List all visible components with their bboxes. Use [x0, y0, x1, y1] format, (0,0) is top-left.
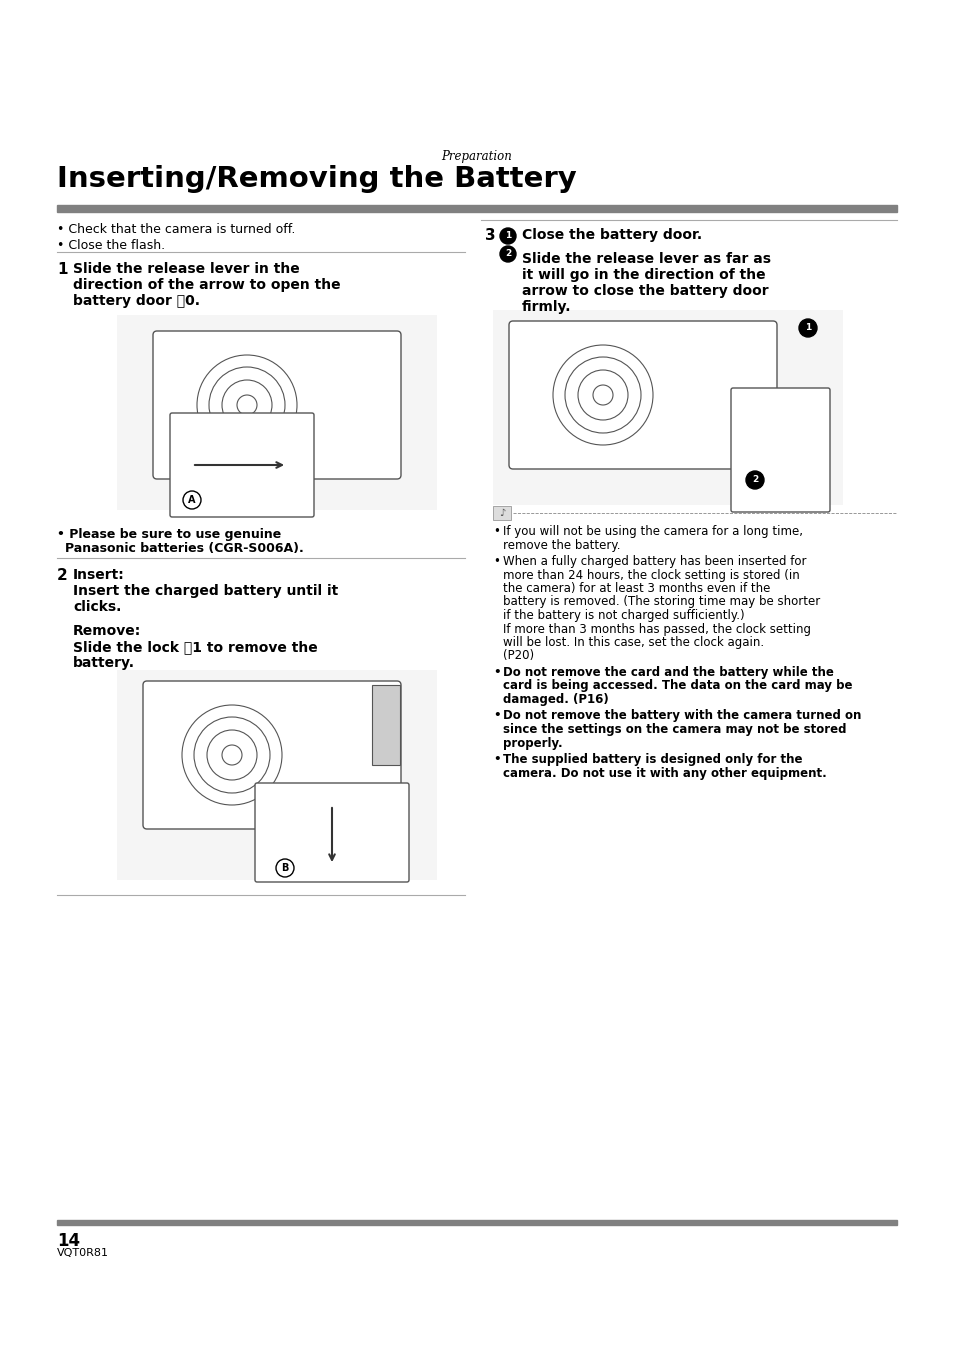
Text: VQT0R81: VQT0R81 — [57, 1248, 109, 1258]
Bar — [372, 685, 399, 766]
Text: 1: 1 — [504, 232, 511, 240]
Text: • Please be sure to use genuine: • Please be sure to use genuine — [57, 528, 281, 541]
Text: battery.: battery. — [73, 656, 135, 670]
Text: arrow to close the battery door: arrow to close the battery door — [521, 284, 768, 298]
Circle shape — [275, 859, 294, 878]
Text: more than 24 hours, the clock setting is stored (in: more than 24 hours, the clock setting is… — [502, 569, 799, 581]
FancyBboxPatch shape — [152, 332, 400, 479]
Text: camera. Do not use it with any other equipment.: camera. Do not use it with any other equ… — [502, 767, 826, 779]
Text: 14: 14 — [57, 1232, 80, 1250]
Text: Remove:: Remove: — [73, 624, 141, 638]
Bar — [493, 506, 511, 520]
Text: 3: 3 — [484, 228, 496, 243]
Text: • Close the flash.: • Close the flash. — [57, 239, 165, 252]
Text: Insert the charged battery until it: Insert the charged battery until it — [73, 584, 338, 599]
Text: If more than 3 months has passed, the clock setting: If more than 3 months has passed, the cl… — [502, 623, 810, 635]
Text: Slide the release lever as far as: Slide the release lever as far as — [521, 252, 770, 266]
Text: 2: 2 — [751, 476, 758, 484]
Text: Slide the release lever in the: Slide the release lever in the — [73, 262, 299, 276]
Circle shape — [499, 245, 516, 262]
FancyBboxPatch shape — [509, 321, 776, 469]
Circle shape — [499, 228, 516, 244]
Bar — [57, 205, 896, 212]
Text: battery is removed. (The storing time may be shorter: battery is removed. (The storing time ma… — [502, 596, 820, 608]
Circle shape — [745, 470, 763, 489]
Text: 1: 1 — [57, 262, 68, 276]
Bar — [57, 1220, 896, 1225]
Text: it will go in the direction of the: it will go in the direction of the — [521, 268, 765, 282]
FancyBboxPatch shape — [117, 315, 436, 510]
Text: card is being accessed. The data on the card may be: card is being accessed. The data on the … — [502, 679, 852, 693]
Text: clicks.: clicks. — [73, 600, 121, 613]
Circle shape — [799, 319, 816, 337]
Text: direction of the arrow to open the: direction of the arrow to open the — [73, 278, 340, 293]
Text: the camera) for at least 3 months even if the: the camera) for at least 3 months even i… — [502, 582, 770, 594]
Text: battery door ␶0.: battery door ␶0. — [73, 294, 200, 307]
Text: B: B — [281, 863, 289, 874]
FancyBboxPatch shape — [730, 388, 829, 512]
Text: (P20): (P20) — [502, 650, 534, 662]
FancyBboxPatch shape — [170, 412, 314, 518]
Text: properly.: properly. — [502, 736, 562, 749]
Text: Do not remove the card and the battery while the: Do not remove the card and the battery w… — [502, 666, 833, 679]
Circle shape — [183, 491, 201, 510]
Text: A: A — [188, 495, 195, 506]
Text: damaged. (P16): damaged. (P16) — [502, 693, 608, 706]
Text: Panasonic batteries (CGR-S006A).: Panasonic batteries (CGR-S006A). — [65, 542, 303, 555]
Text: since the settings on the camera may not be stored: since the settings on the camera may not… — [502, 723, 845, 736]
Text: If you will not be using the camera for a long time,: If you will not be using the camera for … — [502, 524, 802, 538]
Text: firmly.: firmly. — [521, 301, 571, 314]
Text: Preparation: Preparation — [441, 150, 512, 163]
Text: •: • — [493, 754, 500, 766]
Text: 2: 2 — [57, 568, 68, 582]
Text: ♪: ♪ — [498, 508, 504, 518]
FancyBboxPatch shape — [254, 783, 409, 882]
Text: 1: 1 — [804, 324, 810, 333]
Text: will be lost. In this case, set the clock again.: will be lost. In this case, set the cloc… — [502, 636, 763, 648]
Text: 2: 2 — [504, 249, 511, 259]
Text: When a fully charged battery has been inserted for: When a fully charged battery has been in… — [502, 555, 805, 568]
FancyBboxPatch shape — [143, 681, 400, 829]
FancyBboxPatch shape — [117, 670, 436, 880]
Text: Inserting/Removing the Battery: Inserting/Removing the Battery — [57, 164, 577, 193]
Text: if the battery is not charged sufficiently.): if the battery is not charged sufficient… — [502, 609, 744, 621]
Text: Slide the lock ␷1 to remove the: Slide the lock ␷1 to remove the — [73, 640, 317, 654]
Text: Insert:: Insert: — [73, 568, 125, 582]
Text: Close the battery door.: Close the battery door. — [521, 228, 701, 243]
Text: •: • — [493, 666, 500, 679]
Text: •: • — [493, 555, 499, 568]
Text: Do not remove the battery with the camera turned on: Do not remove the battery with the camer… — [502, 709, 861, 723]
Text: • Check that the camera is turned off.: • Check that the camera is turned off. — [57, 222, 295, 236]
FancyBboxPatch shape — [493, 310, 842, 506]
Text: •: • — [493, 709, 500, 723]
Text: remove the battery.: remove the battery. — [502, 538, 619, 551]
Text: •: • — [493, 524, 499, 538]
Text: The supplied battery is designed only for the: The supplied battery is designed only fo… — [502, 754, 801, 766]
